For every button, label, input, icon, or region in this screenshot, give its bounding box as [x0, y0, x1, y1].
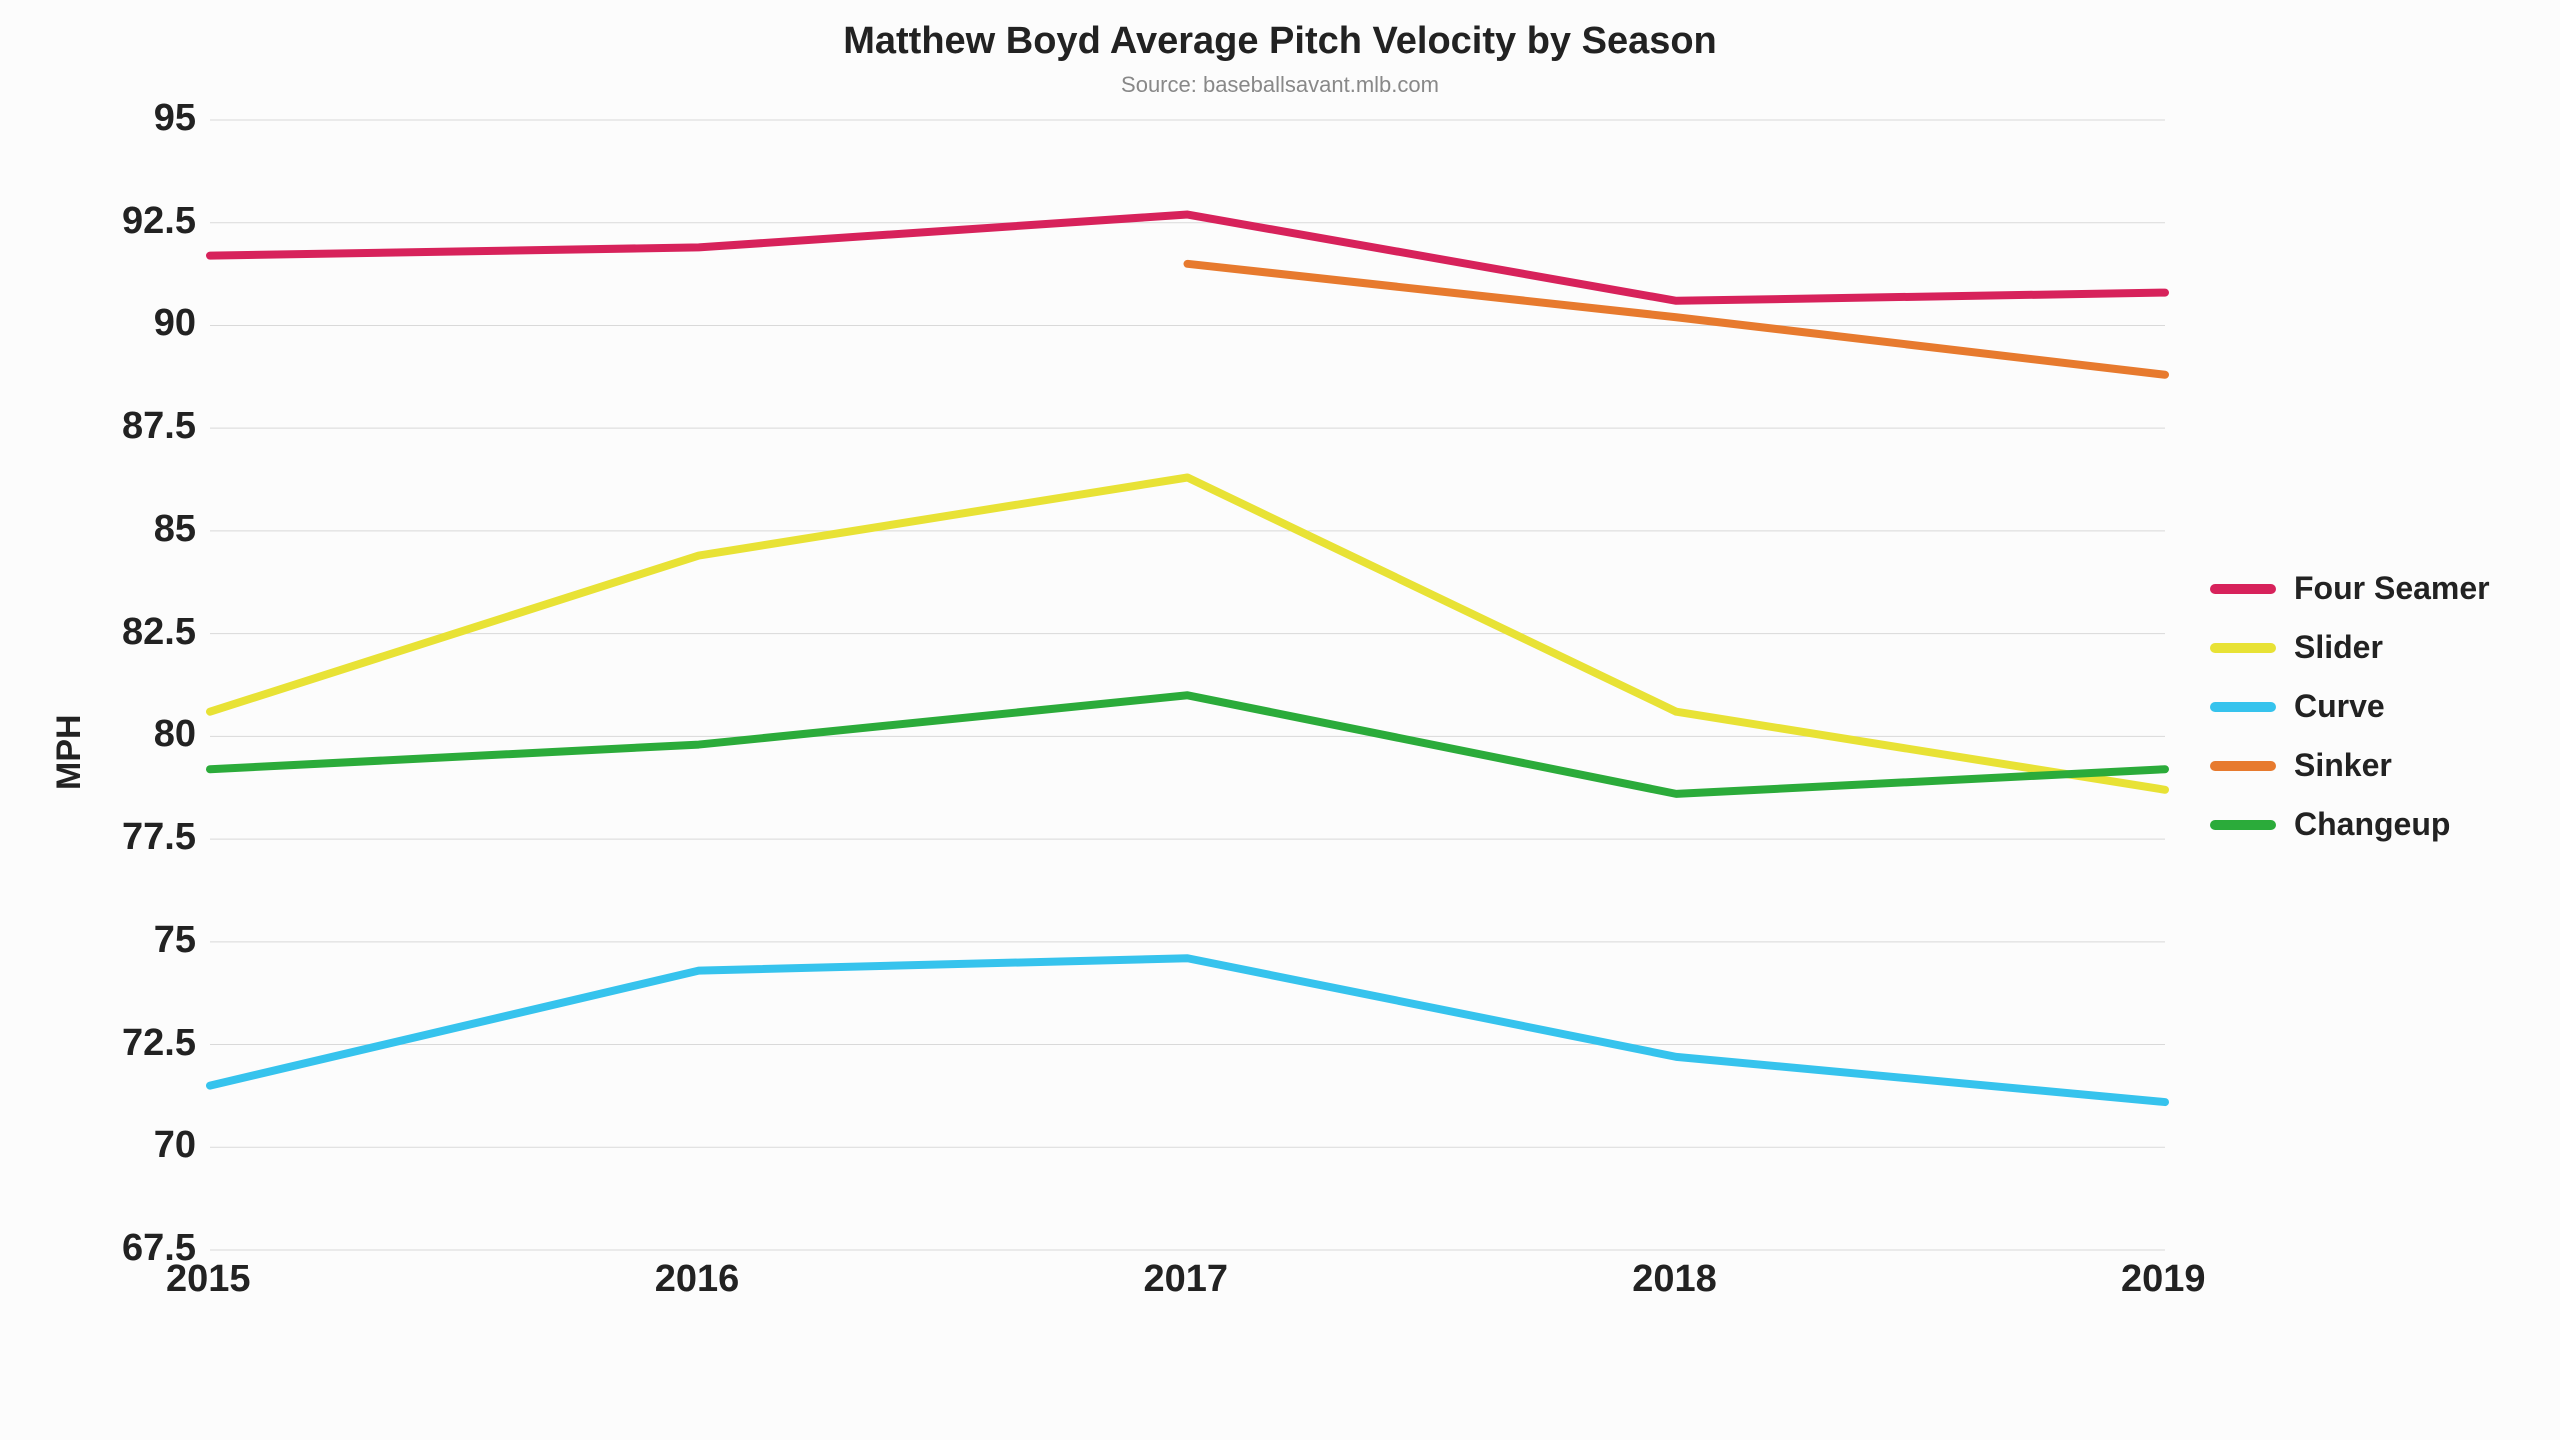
chart-subtitle: Source: baseballsavant.mlb.com	[0, 72, 2560, 98]
y-tick-label: 92.5	[122, 200, 196, 243]
y-tick-label: 85	[154, 508, 196, 551]
legend-swatch	[2210, 820, 2276, 830]
y-tick-label: 77.5	[122, 816, 196, 859]
y-tick-label: 82.5	[122, 611, 196, 654]
legend-item-slider: Slider	[2210, 629, 2490, 666]
y-tick-label: 80	[154, 713, 196, 756]
legend-item-four_seamer: Four Seamer	[2210, 570, 2490, 607]
series-line-four_seamer	[210, 215, 2165, 301]
series-line-sinker	[1188, 264, 2166, 375]
x-tick-label: 2018	[1632, 1258, 1717, 1301]
legend-label: Slider	[2294, 629, 2383, 666]
y-tick-label: 70	[154, 1124, 196, 1167]
x-tick-label: 2016	[655, 1258, 740, 1301]
y-tick-label: 75	[154, 919, 196, 962]
legend-swatch	[2210, 584, 2276, 594]
legend-swatch	[2210, 643, 2276, 653]
legend-label: Sinker	[2294, 747, 2392, 784]
y-tick-label: 95	[154, 97, 196, 140]
legend-item-sinker: Sinker	[2210, 747, 2490, 784]
legend-label: Four Seamer	[2294, 570, 2490, 607]
x-tick-label: 2015	[166, 1258, 251, 1301]
legend-swatch	[2210, 761, 2276, 771]
plot-area	[210, 120, 2165, 1250]
series-line-curve	[210, 958, 2165, 1102]
x-tick-label: 2019	[2121, 1258, 2206, 1301]
x-tick-label: 2017	[1144, 1258, 1229, 1301]
legend-item-changeup: Changeup	[2210, 806, 2490, 843]
y-tick-label: 87.5	[122, 405, 196, 448]
y-axis-label: MPH	[50, 714, 89, 790]
plot-svg	[210, 120, 2165, 1250]
legend-swatch	[2210, 702, 2276, 712]
legend: Four Seamer Slider Curve Sinker Changeup	[2210, 570, 2490, 843]
chart-title: Matthew Boyd Average Pitch Velocity by S…	[0, 20, 2560, 63]
legend-label: Curve	[2294, 688, 2385, 725]
legend-label: Changeup	[2294, 806, 2450, 843]
y-tick-label: 72.5	[122, 1022, 196, 1065]
legend-item-curve: Curve	[2210, 688, 2490, 725]
y-tick-label: 90	[154, 302, 196, 345]
